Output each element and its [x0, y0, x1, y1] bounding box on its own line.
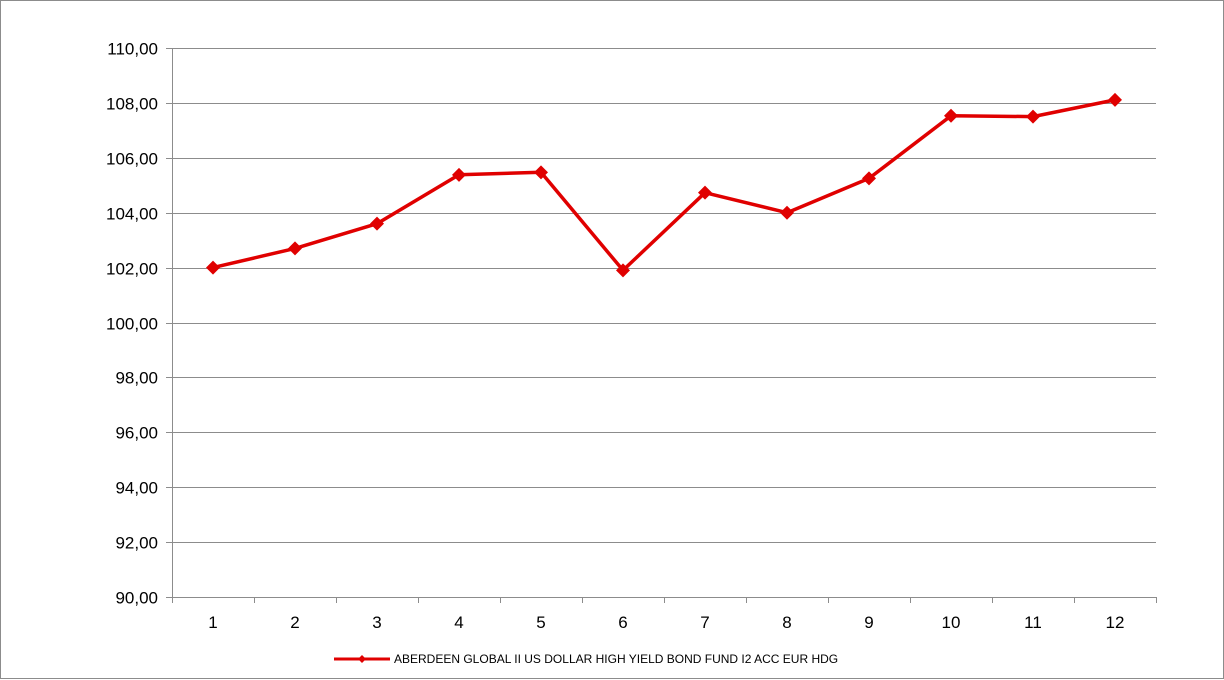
- x-axis-tick-label: 3: [372, 613, 381, 632]
- y-axis-tick-label: 100,00: [106, 315, 158, 334]
- gridlines: [172, 48, 1156, 543]
- y-axis-tick-label: 104,00: [106, 205, 158, 224]
- data-point-marker: [452, 167, 466, 182]
- data-point-marker: [206, 260, 220, 275]
- legend: ABERDEEN GLOBAL II US DOLLAR HIGH YIELD …: [334, 652, 838, 666]
- x-axis-tick-label: 6: [618, 613, 627, 632]
- y-axis-tick-label: 108,00: [106, 95, 158, 114]
- series-markers: [206, 92, 1122, 278]
- legend-label: ABERDEEN GLOBAL II US DOLLAR HIGH YIELD …: [394, 652, 838, 666]
- x-axis-tick-label: 9: [864, 613, 873, 632]
- data-point-marker: [616, 263, 630, 278]
- y-axis-tick-label: 90,00: [115, 589, 158, 608]
- x-axis-tick-label: 8: [782, 613, 791, 632]
- data-point-marker: [1026, 109, 1040, 124]
- x-axis-tick-labels: 1 2 3 4 5 6 7 8 9 10 11 12: [208, 613, 1124, 632]
- data-point-marker: [370, 216, 384, 231]
- y-axis-tick-label: 94,00: [115, 479, 158, 498]
- legend-diamond-marker-icon: [358, 655, 366, 663]
- y-axis-tick-labels: 90,00 92,00 94,00 96,00 98,00 100,00 102,00 104…: [106, 40, 158, 608]
- x-axis-tick-label: 7: [700, 613, 709, 632]
- x-axis-tick-label: 10: [942, 613, 961, 632]
- y-axis-tick-label: 92,00: [115, 534, 158, 553]
- data-point-marker: [698, 185, 712, 200]
- y-axis-tick-label: 98,00: [115, 369, 158, 388]
- series-lines: [211, 98, 1117, 273]
- data-point-marker: [534, 165, 548, 180]
- axes: [166, 48, 1157, 603]
- x-axis-tick-label: 12: [1106, 613, 1125, 632]
- series-line: [211, 98, 1117, 273]
- y-axis-tick-label: 96,00: [115, 424, 158, 443]
- data-point-marker: [288, 241, 302, 256]
- x-axis-tick-label: 1: [208, 613, 217, 632]
- y-axis-tick-label: 110,00: [107, 40, 158, 59]
- y-axis-tick-label: 106,00: [106, 150, 158, 169]
- data-point-marker: [862, 171, 876, 186]
- x-axis-tick-label: 11: [1024, 613, 1042, 632]
- x-axis-tick-label: 4: [454, 613, 463, 632]
- x-axis-tick-label: 5: [536, 613, 545, 632]
- data-point-marker: [944, 108, 958, 123]
- x-axis-tick-label: 2: [290, 613, 299, 632]
- data-point-marker: [1108, 92, 1122, 107]
- y-axis-tick-label: 102,00: [106, 260, 158, 279]
- data-point-marker: [780, 205, 794, 220]
